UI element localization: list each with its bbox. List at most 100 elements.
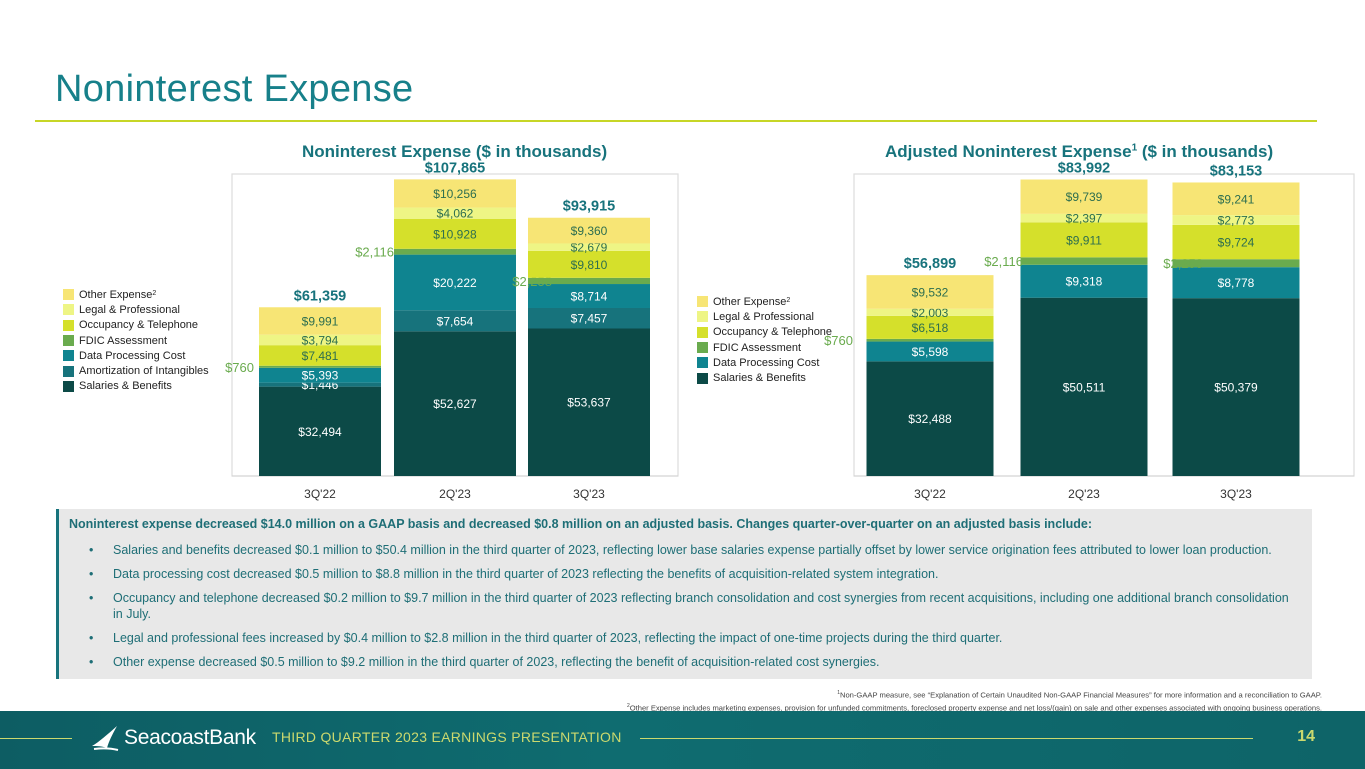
chart2-label-salaries-benefits-3: $50,379	[1214, 381, 1258, 395]
chart1-legend-swatch	[63, 289, 74, 301]
chart1-category-1: 3Q'22	[304, 487, 336, 501]
chart2-legend-label: Legal & Professional	[713, 310, 814, 323]
chart2-total-1: $56,899	[904, 256, 956, 272]
chart2-label-data-processing-cost-3: $8,778	[1218, 276, 1255, 290]
chart2-bar-occupancy-telephone-2	[1020, 222, 1148, 258]
chart2-legend-fdic-assessment: FDIC Assessment	[697, 340, 832, 355]
chart1-total-3: $93,915	[563, 199, 615, 215]
footer-bar: SeacoastBank THIRD QUARTER 2023 EARNINGS…	[0, 711, 1365, 769]
chart2-category-1: 3Q'22	[914, 487, 946, 501]
chart1-bar-salaries-benefits-3	[528, 328, 650, 476]
chart1-bar-other-expense-2	[394, 179, 516, 208]
chart1-bar-data-processing-cost-1	[259, 367, 381, 383]
chart2-bar-salaries-benefits-2	[1020, 297, 1148, 476]
chart1-label-data-processing-cost-1: $5,393	[302, 369, 339, 383]
chart1-legend-label: Occupancy & Telephone	[79, 319, 199, 332]
chart1-legend-swatch	[63, 304, 74, 316]
chart1-bar-salaries-benefits-1	[259, 386, 381, 476]
chart1-legend-swatch	[63, 380, 74, 392]
chart2-title: Adjusted Noninterest Expense1 ($ in thou…	[885, 142, 1273, 162]
chart1-label-data-processing-cost-3: $8,714	[571, 290, 608, 304]
chart1-label-occupancy-telephone-1: $7,481	[302, 349, 339, 363]
chart1-legend-occupancy-telephone: Occupancy & Telephone	[63, 318, 209, 333]
chart2-bar-data-processing-cost-1	[866, 341, 994, 362]
chart1-label-data-processing-cost-2: $20,222	[433, 276, 477, 290]
chart1-legend-fdic-assessment: FDIC Assessment	[63, 333, 209, 348]
chart2-legend-occupancy-telephone: Occupancy & Telephone	[697, 325, 832, 340]
chart2-legend-label: Other Expense	[713, 295, 787, 308]
chart1-legend-legal-professional: Legal & Professional	[63, 302, 209, 317]
chart1-label-occupancy-telephone-3: $9,810	[571, 258, 608, 272]
bullet-text: Salaries and benefits decreased $0.1 mil…	[113, 543, 1272, 557]
chart1-legend-label: Data Processing Cost	[79, 349, 186, 362]
chart2-legend: Other Expense 2 Legal & Professional Occupa…	[697, 294, 832, 386]
chart1-label-salaries-benefits-3: $53,637	[567, 396, 611, 410]
chart1-bar-amortization-of-intangibles-3	[528, 307, 650, 329]
chart2-label-data-processing-cost-2: $9,318	[1066, 275, 1103, 289]
bullet-text: Data processing cost decreased $0.5 mill…	[113, 567, 939, 581]
chart2-bar-legal-professional-3	[1172, 215, 1300, 225]
chart2-legend-swatch	[697, 357, 708, 369]
chart2-legend-swatch	[697, 372, 708, 384]
chart2-label-other-expense-3: $9,241	[1218, 192, 1255, 206]
chart2-title-text: Adjusted Noninterest Expense	[885, 142, 1132, 161]
chart2-bar-legal-professional-2	[1020, 213, 1148, 223]
chart2-bar-data-processing-cost-3	[1172, 267, 1300, 299]
commentary-intro: Noninterest expense decreased $14.0 mill…	[69, 517, 1092, 531]
footnotes: 1Non-GAAP measure, see “Explanation of C…	[627, 688, 1322, 713]
brand-logo: SeacoastBank	[90, 724, 256, 752]
chart1-legend-swatch	[63, 350, 74, 362]
chart2-title-sup: 1	[1131, 142, 1138, 154]
bullet-marker: •	[89, 631, 94, 645]
chart2-legend-label: Occupancy & Telephone	[713, 326, 833, 339]
chart1-bar-legal-professional-3	[528, 243, 650, 251]
chart1-label-legal-professional-3: $2,679	[571, 241, 608, 255]
chart1-bar-data-processing-cost-2	[394, 254, 516, 311]
bullet-text: Occupancy and telephone decreased $0.2 m…	[113, 591, 1289, 621]
chart1-label-legal-professional-2: $4,062	[437, 207, 474, 221]
chart1-bar-other-expense-3	[528, 217, 650, 244]
chart1-bar-amortization-of-intangibles-1	[259, 382, 381, 387]
chart2-callout-label-3: $2,258	[1163, 256, 1203, 271]
chart2-legend-swatch	[697, 326, 708, 338]
chart2-bar-salaries-benefits-1	[866, 361, 994, 476]
commentary-bullet: • Legal and professional fees increased b…	[69, 630, 1300, 646]
chart2-legend-data-processing-cost: Data Processing Cost	[697, 355, 832, 370]
chart1-legend-swatch	[63, 319, 74, 331]
chart2-category-3: 3Q'23	[1220, 487, 1252, 501]
chart1-legend-label: Salaries & Benefits	[79, 380, 172, 393]
commentary-bullet: • Occupancy and telephone decreased $0.2 …	[69, 590, 1300, 622]
chart1-bar-occupancy-telephone-2	[394, 218, 516, 249]
commentary-bullet: • Salaries and benefits decreased $0.1 mi…	[69, 542, 1300, 558]
chart1-plot: $32,494$1,446$5,393$760$7,481$3,794$9,99…	[225, 160, 679, 501]
chart2-label-occupancy-telephone-2: $9,911	[1066, 233, 1102, 247]
chart1-bar-other-expense-1	[259, 307, 381, 335]
brand-name: SeacoastBank	[124, 726, 256, 749]
chart1-label-other-expense-1: $9,991	[302, 315, 339, 329]
footer-rule-left	[0, 738, 72, 739]
chart1-bar-salaries-benefits-2	[394, 331, 516, 476]
chart2-label-salaries-benefits-1: $32,488	[908, 412, 952, 426]
chart1-legend-label: Other Expense	[79, 288, 153, 301]
chart2-label-legal-professional-3: $2,773	[1218, 213, 1255, 227]
chart2-label-data-processing-cost-1: $5,598	[912, 345, 949, 359]
chart2-bar-other-expense-3	[1172, 182, 1300, 216]
chart2-callout-label-2: $2,116	[984, 254, 1023, 269]
chart2-label-occupancy-telephone-3: $9,724	[1218, 236, 1255, 250]
chart1-label-amortization-of-intangibles-2: $7,654	[437, 314, 474, 328]
chart2-legend-salaries-benefits: Salaries & Benefits	[697, 370, 832, 385]
chart1-callout-label-1: $760	[225, 360, 254, 375]
chart1-label-other-expense-2: $10,256	[433, 187, 477, 201]
page-number: 14	[1297, 728, 1315, 745]
chart1-legend-swatch	[63, 365, 74, 377]
page-title: Noninterest Expense	[55, 68, 414, 110]
chart1-bar-amortization-of-intangibles-2	[394, 310, 516, 332]
chart2-label-legal-professional-2: $2,397	[1066, 212, 1103, 226]
chart1-bar-data-processing-cost-3	[528, 284, 650, 308]
chart1-total-2: $107,865	[425, 160, 485, 176]
footnote-2-text: Other Expense includes marketing expense…	[629, 703, 1322, 713]
chart1-label-salaries-benefits-2: $52,627	[433, 397, 477, 411]
chart1-legend-data-processing-cost: Data Processing Cost	[63, 348, 209, 363]
chart1-legend-salaries-benefits: Salaries & Benefits	[63, 379, 209, 394]
chart1-legend-label: Amortization of Intangibles	[79, 365, 209, 378]
